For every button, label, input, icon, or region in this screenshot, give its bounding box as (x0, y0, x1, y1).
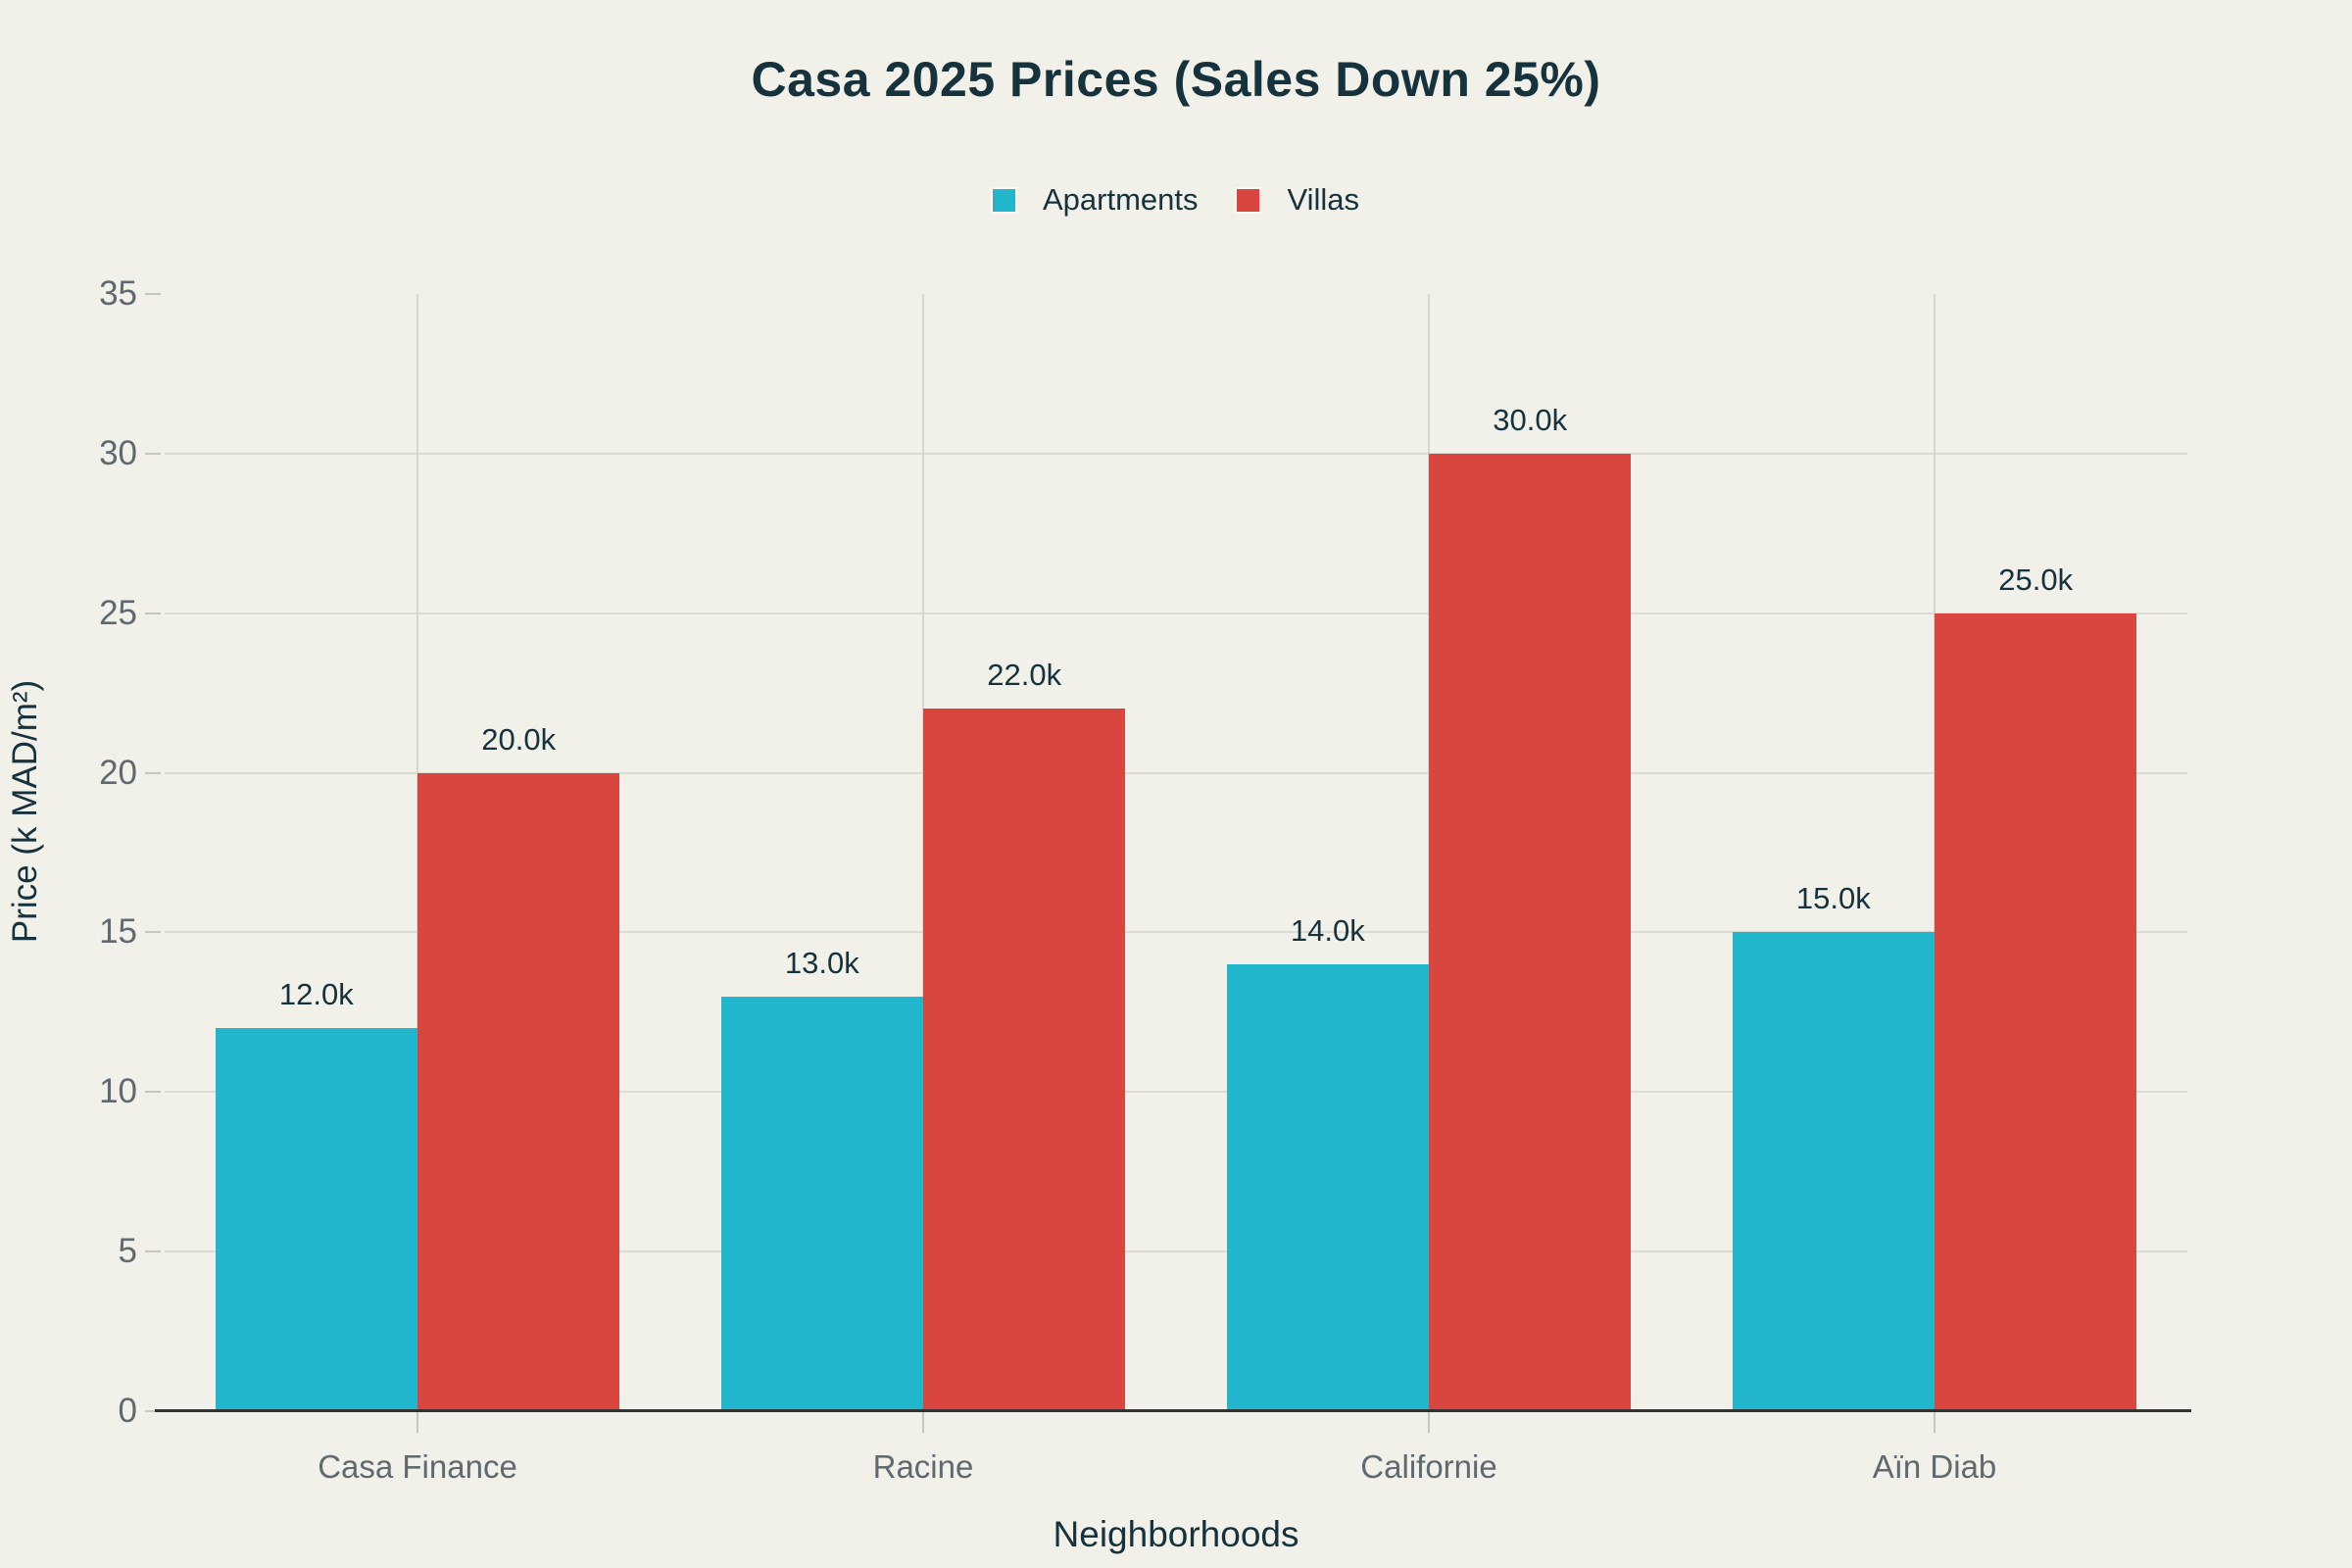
value-label-apartments-casa-finance: 12.0k (278, 977, 354, 1012)
x-tick-mark-a-n-diab (1934, 1412, 1936, 1433)
gridline-y-20 (165, 771, 2187, 774)
plot-area: 12.0k 13.0k 14.0k 15.0k 20.0k 22.0k 30.0k 25.0k (165, 294, 2187, 1411)
gridline-y-5 (165, 1250, 2187, 1253)
y-tick-label-5: 5 (118, 1232, 137, 1271)
y-tick-label-15: 15 (99, 912, 137, 952)
x-tick-mark-californie (1428, 1412, 1430, 1433)
x-tick-label-racine: Racine (872, 1448, 974, 1485)
x-axis-title: Neighborhoods (1053, 1514, 1299, 1554)
bar-apartments-racine (720, 996, 923, 1411)
bar-villas-racine (923, 709, 1126, 1411)
x-tick-label-casa-finance: Casa Finance (318, 1448, 517, 1485)
value-label-villas-racine: 22.0k (987, 658, 1062, 693)
gridline-y-10 (165, 1091, 2187, 1094)
legend-item-apartments[interactable]: Apartments (992, 182, 1199, 218)
value-label-villas-californie: 30.0k (1493, 402, 1568, 437)
y-tick-mark-30 (145, 452, 161, 455)
y-tick-mark-15 (145, 931, 161, 934)
y-tick-mark-35 (145, 293, 161, 295)
y-tick-label-20: 20 (99, 753, 137, 792)
x-tick-mark-casa-finance (416, 1412, 418, 1433)
y-tick-label-0: 0 (118, 1392, 137, 1430)
x-tick-label-a-n-diab: Aïn Diab (1872, 1448, 1997, 1485)
x-axis-line (155, 1409, 2191, 1412)
y-tick-label-10: 10 (99, 1072, 137, 1111)
bar-villas-californie (1429, 453, 1632, 1411)
gridline-y-15 (165, 931, 2187, 934)
y-tick-label-25: 25 (99, 593, 137, 632)
bar-villas-a-n-diab (1935, 612, 2137, 1411)
value-label-apartments-a-n-diab: 15.0k (1795, 881, 1871, 916)
bar-villas-casa-finance (417, 772, 620, 1411)
villas-swatch-icon (1237, 188, 1260, 212)
legend: Apartments Villas (0, 182, 2352, 218)
y-tick-mark-25 (145, 612, 161, 614)
chart-title: Casa 2025 Prices (Sales Down 25%) (751, 52, 1601, 107)
x-tick-mark-racine (922, 1412, 924, 1433)
y-tick-mark-0 (145, 1410, 161, 1412)
y-tick-mark-20 (145, 771, 161, 774)
bar-apartments-casa-finance (215, 1028, 417, 1411)
y-tick-mark-5 (145, 1250, 161, 1253)
legend-label-apartments: Apartments (1042, 182, 1199, 217)
y-axis-title-text: Price (k MAD/m²) (6, 679, 44, 944)
value-label-villas-a-n-diab: 25.0k (1998, 562, 2074, 597)
bar-apartments-a-n-diab (1732, 932, 1935, 1411)
apartments-swatch-icon (992, 188, 1015, 212)
y-tick-mark-10 (145, 1091, 161, 1094)
y-tick-label-30: 30 (99, 433, 137, 472)
value-label-apartments-racine: 13.0k (784, 945, 859, 980)
legend-label-villas: Villas (1287, 182, 1360, 217)
value-label-villas-casa-finance: 20.0k (481, 721, 557, 757)
gridline-y-30 (165, 452, 2187, 455)
x-tick-label-californie: Californie (1360, 1448, 1497, 1485)
gridline-y-25 (165, 612, 2187, 614)
value-label-apartments-californie: 14.0k (1290, 913, 1365, 948)
legend-item-villas[interactable]: Villas (1237, 182, 1359, 218)
bar-apartments-californie (1226, 964, 1429, 1411)
y-tick-label-35: 35 (99, 274, 137, 313)
